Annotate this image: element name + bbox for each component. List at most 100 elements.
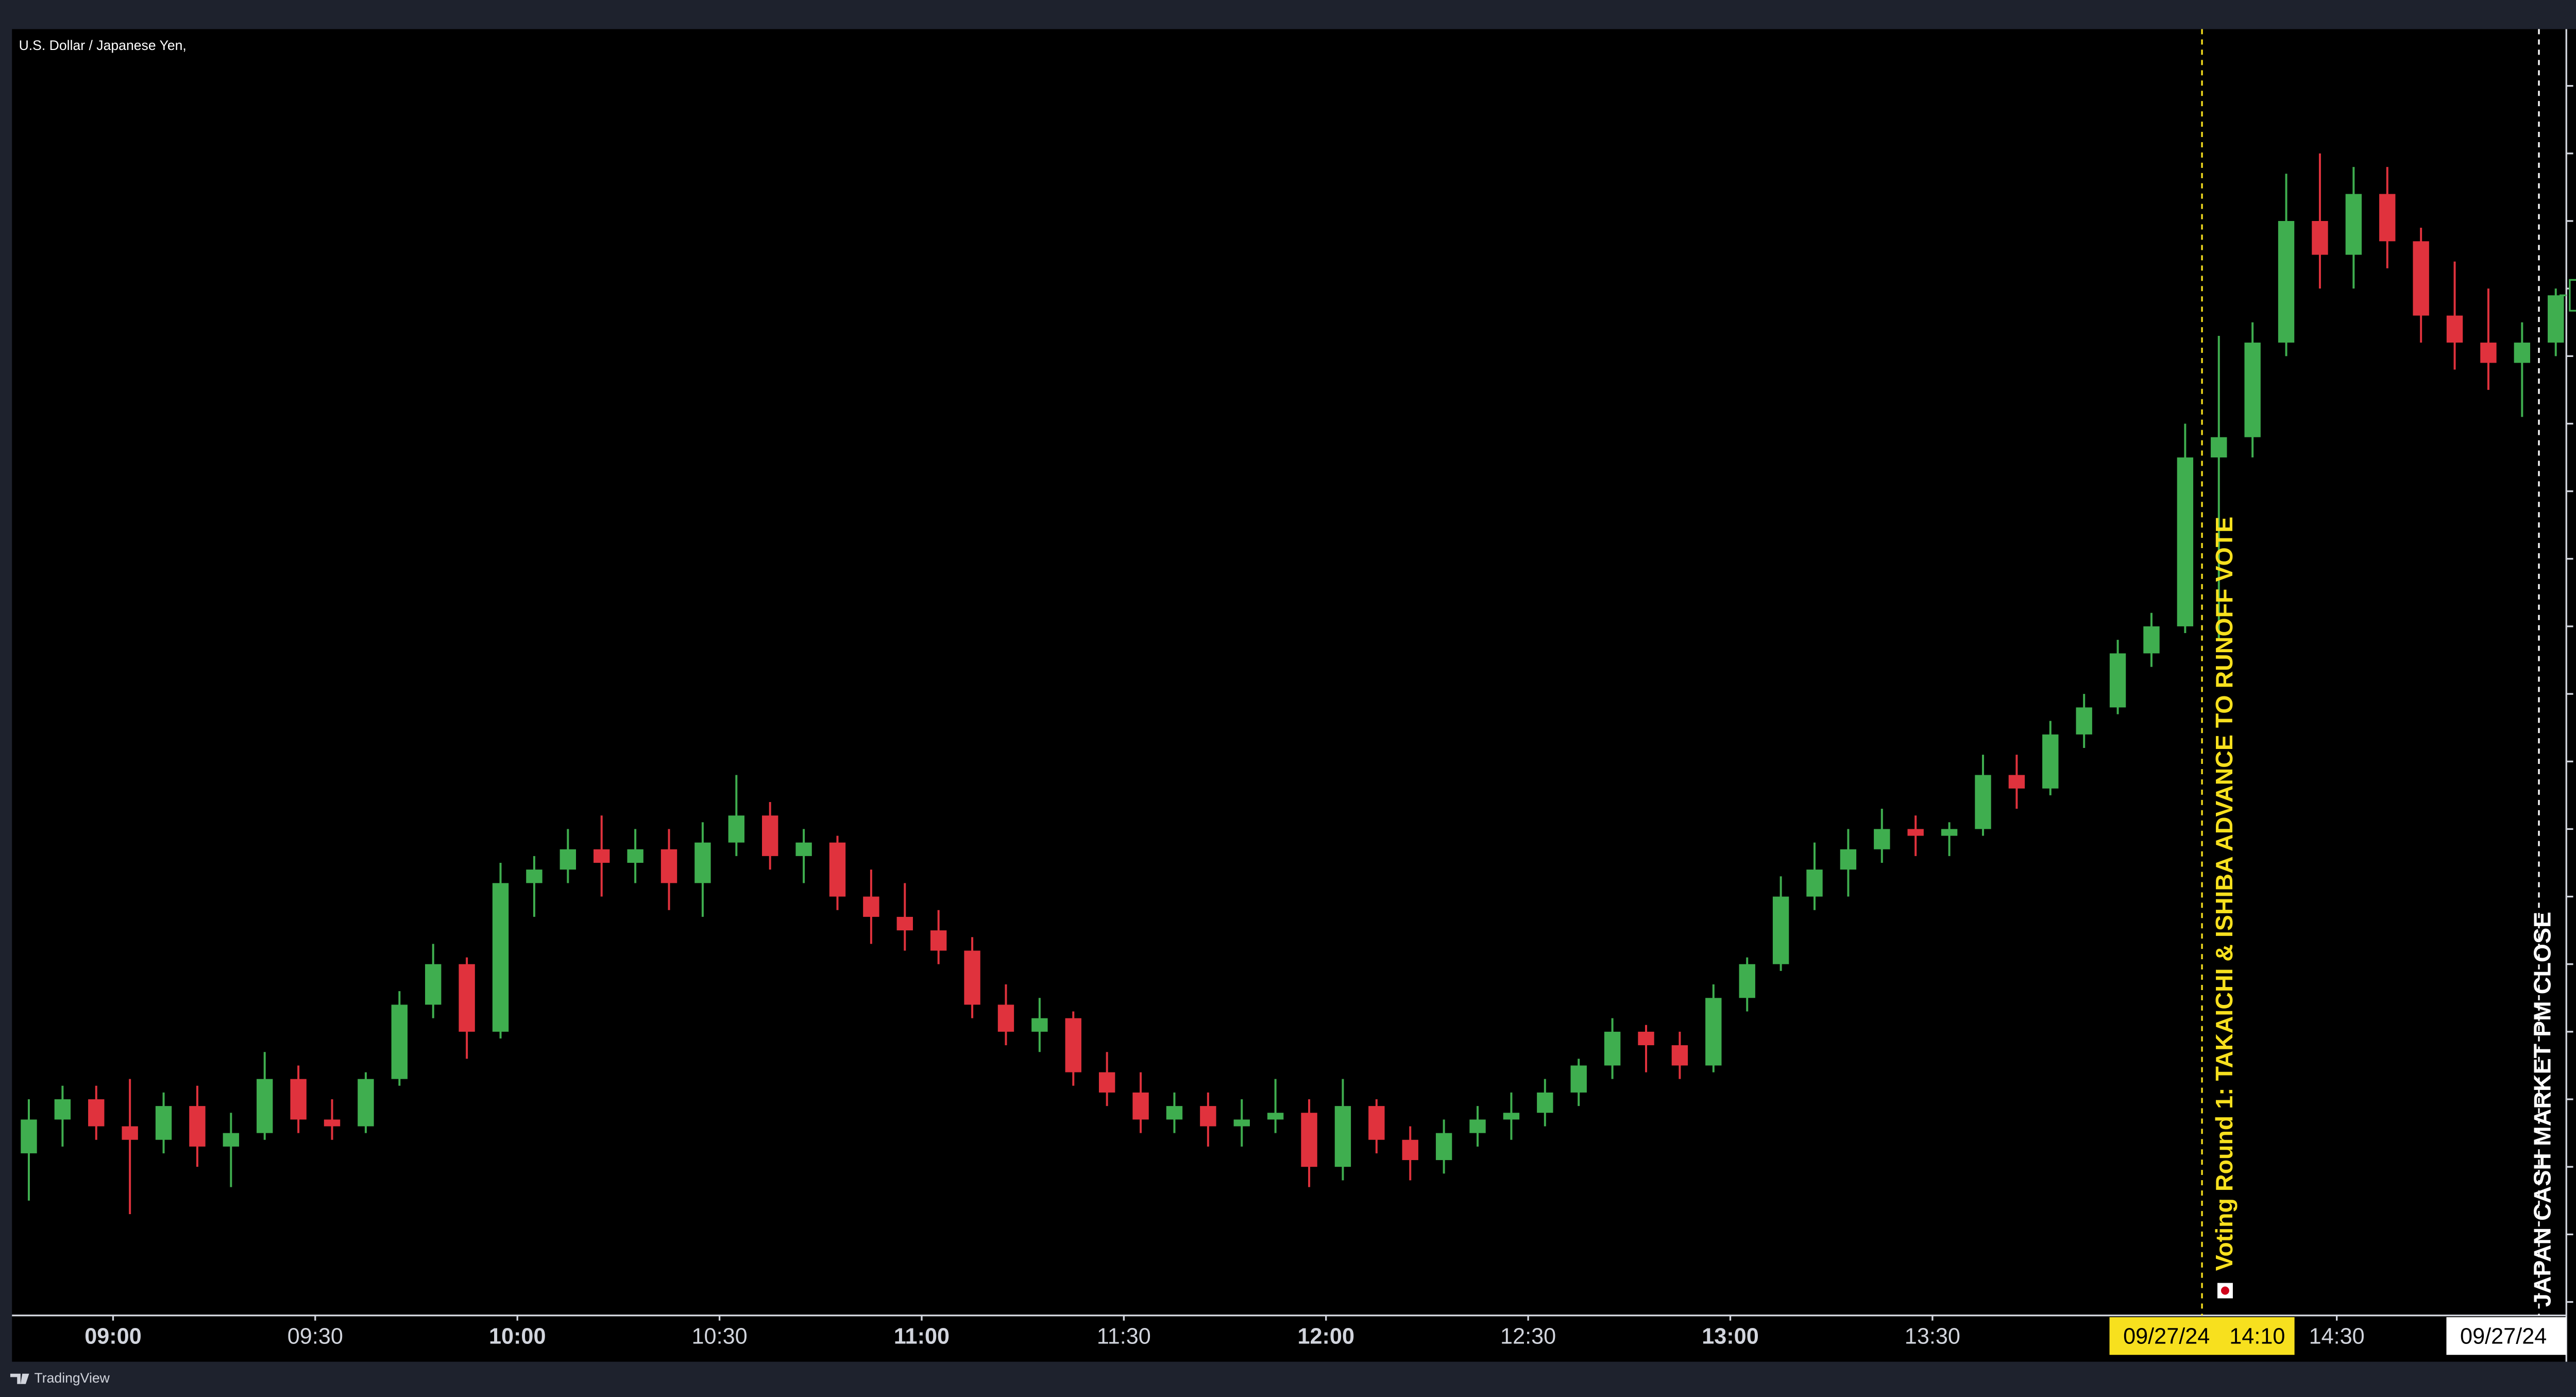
candle-body (1166, 1106, 1183, 1120)
candle-body (2379, 194, 2396, 242)
flag-dot (2221, 1286, 2229, 1295)
candle-body (795, 842, 812, 856)
candle-body (1840, 849, 1857, 870)
candle-body (2480, 343, 2497, 363)
candle-body (324, 1119, 341, 1127)
candle-body (829, 842, 846, 897)
candle-body (1739, 964, 1755, 998)
candle-body (1537, 1092, 1553, 1113)
candle-body (155, 1106, 172, 1140)
candle-body (1503, 1113, 1520, 1120)
brand-logo (10, 1373, 29, 1384)
candle-body (1098, 1072, 1115, 1093)
candle-body (223, 1133, 240, 1147)
x-tick-label: 10:00 (489, 1324, 546, 1349)
event-badge-bg (2446, 1317, 2567, 1355)
candle-body (2312, 221, 2328, 255)
candle-body (1435, 1133, 1452, 1161)
candle-body (1705, 998, 1722, 1066)
brand-name: TradingView (35, 1370, 110, 1386)
candle-body (1402, 1139, 1418, 1161)
candle-body (1065, 1018, 1081, 1072)
candle-body (863, 896, 879, 917)
candle-body (594, 849, 610, 863)
event-badge-date: 09/27/24 (2460, 1324, 2547, 1349)
event-badge-bg (2109, 1317, 2295, 1355)
candle-body (88, 1099, 105, 1127)
candle-body (2244, 343, 2261, 437)
candle-body (1031, 1018, 1048, 1032)
candle-body (2211, 437, 2227, 458)
candle-body (2042, 734, 2059, 789)
candle-body (1368, 1106, 1385, 1140)
candles (21, 153, 2564, 1214)
candle-body (1772, 896, 1789, 964)
x-tick-label: 11:00 (894, 1324, 950, 1349)
candle-body (896, 916, 913, 931)
candle-body (290, 1079, 307, 1120)
candle-body (54, 1099, 71, 1120)
candle-body (257, 1079, 273, 1133)
x-tick-label: 13:30 (1905, 1324, 1960, 1349)
x-tick-label: 10:30 (692, 1324, 748, 1349)
candle-body (1132, 1092, 1149, 1120)
candle-body (526, 870, 543, 883)
candle-body (2446, 315, 2463, 343)
candle-body (2143, 626, 2160, 654)
candle-body (1267, 1113, 1284, 1120)
candle-body (1975, 775, 1991, 829)
candle-body (2008, 775, 2025, 789)
candle-body (2278, 221, 2295, 343)
candle-body (492, 883, 509, 1032)
candle-body (694, 842, 711, 883)
candle-body (997, 1004, 1014, 1032)
x-tick-label: 13:00 (1702, 1324, 1759, 1349)
x-tick-label: 12:30 (1500, 1324, 1556, 1349)
candle-body (2177, 457, 2194, 626)
x-tick-label: 12:00 (1297, 1324, 1354, 1349)
candle-body (1200, 1106, 1216, 1127)
candle-body (21, 1119, 37, 1153)
x-tick-label: 09:30 (287, 1324, 343, 1349)
candle-body (1806, 870, 1823, 897)
x-tick-label: 14:30 (2309, 1324, 2365, 1349)
last-price-badge (2569, 279, 2576, 312)
candle-body (1469, 1119, 1486, 1133)
candle-body (425, 964, 442, 1005)
candle-body (2076, 707, 2092, 735)
candle-body (1941, 829, 1958, 836)
candle-body (1638, 1031, 1654, 1046)
candle-body (358, 1079, 374, 1127)
event-label: JAPAN CASH MARKET PM CLOSE (2529, 912, 2555, 1307)
candle-body (964, 950, 980, 1005)
candle-body (1301, 1113, 1317, 1167)
candle-body (762, 815, 778, 856)
chart-title: U.S. Dollar / Japanese Yen, (19, 38, 187, 53)
candle-body (2413, 241, 2429, 316)
candle-body (1604, 1031, 1621, 1066)
candle-body (2345, 194, 2362, 255)
candle-body (1907, 829, 1924, 836)
candle-body (189, 1106, 206, 1147)
candle-body (2109, 653, 2126, 708)
candle-body (122, 1126, 138, 1140)
candle-body (627, 849, 643, 863)
candle-body (560, 849, 577, 870)
event-badge-date: 09/27/24 (2123, 1324, 2210, 1349)
event-badge-time: 14:10 (2229, 1324, 2285, 1349)
candle-body (459, 964, 475, 1032)
candle-body (930, 930, 947, 951)
x-tick-label: 11:30 (1097, 1324, 1151, 1349)
x-tick-label: 09:00 (84, 1324, 142, 1349)
event-label: Voting Round 1: TAKAICHI & ISHIBA ADVANC… (2211, 517, 2238, 1271)
chart-area (12, 29, 2576, 1362)
candle-body (660, 849, 677, 883)
candle-body (1874, 829, 1890, 849)
candle-body (728, 815, 745, 843)
candle-body (2514, 343, 2531, 363)
candle-body (1671, 1045, 1688, 1066)
candle-body (1334, 1106, 1351, 1167)
candle-body (391, 1004, 408, 1079)
